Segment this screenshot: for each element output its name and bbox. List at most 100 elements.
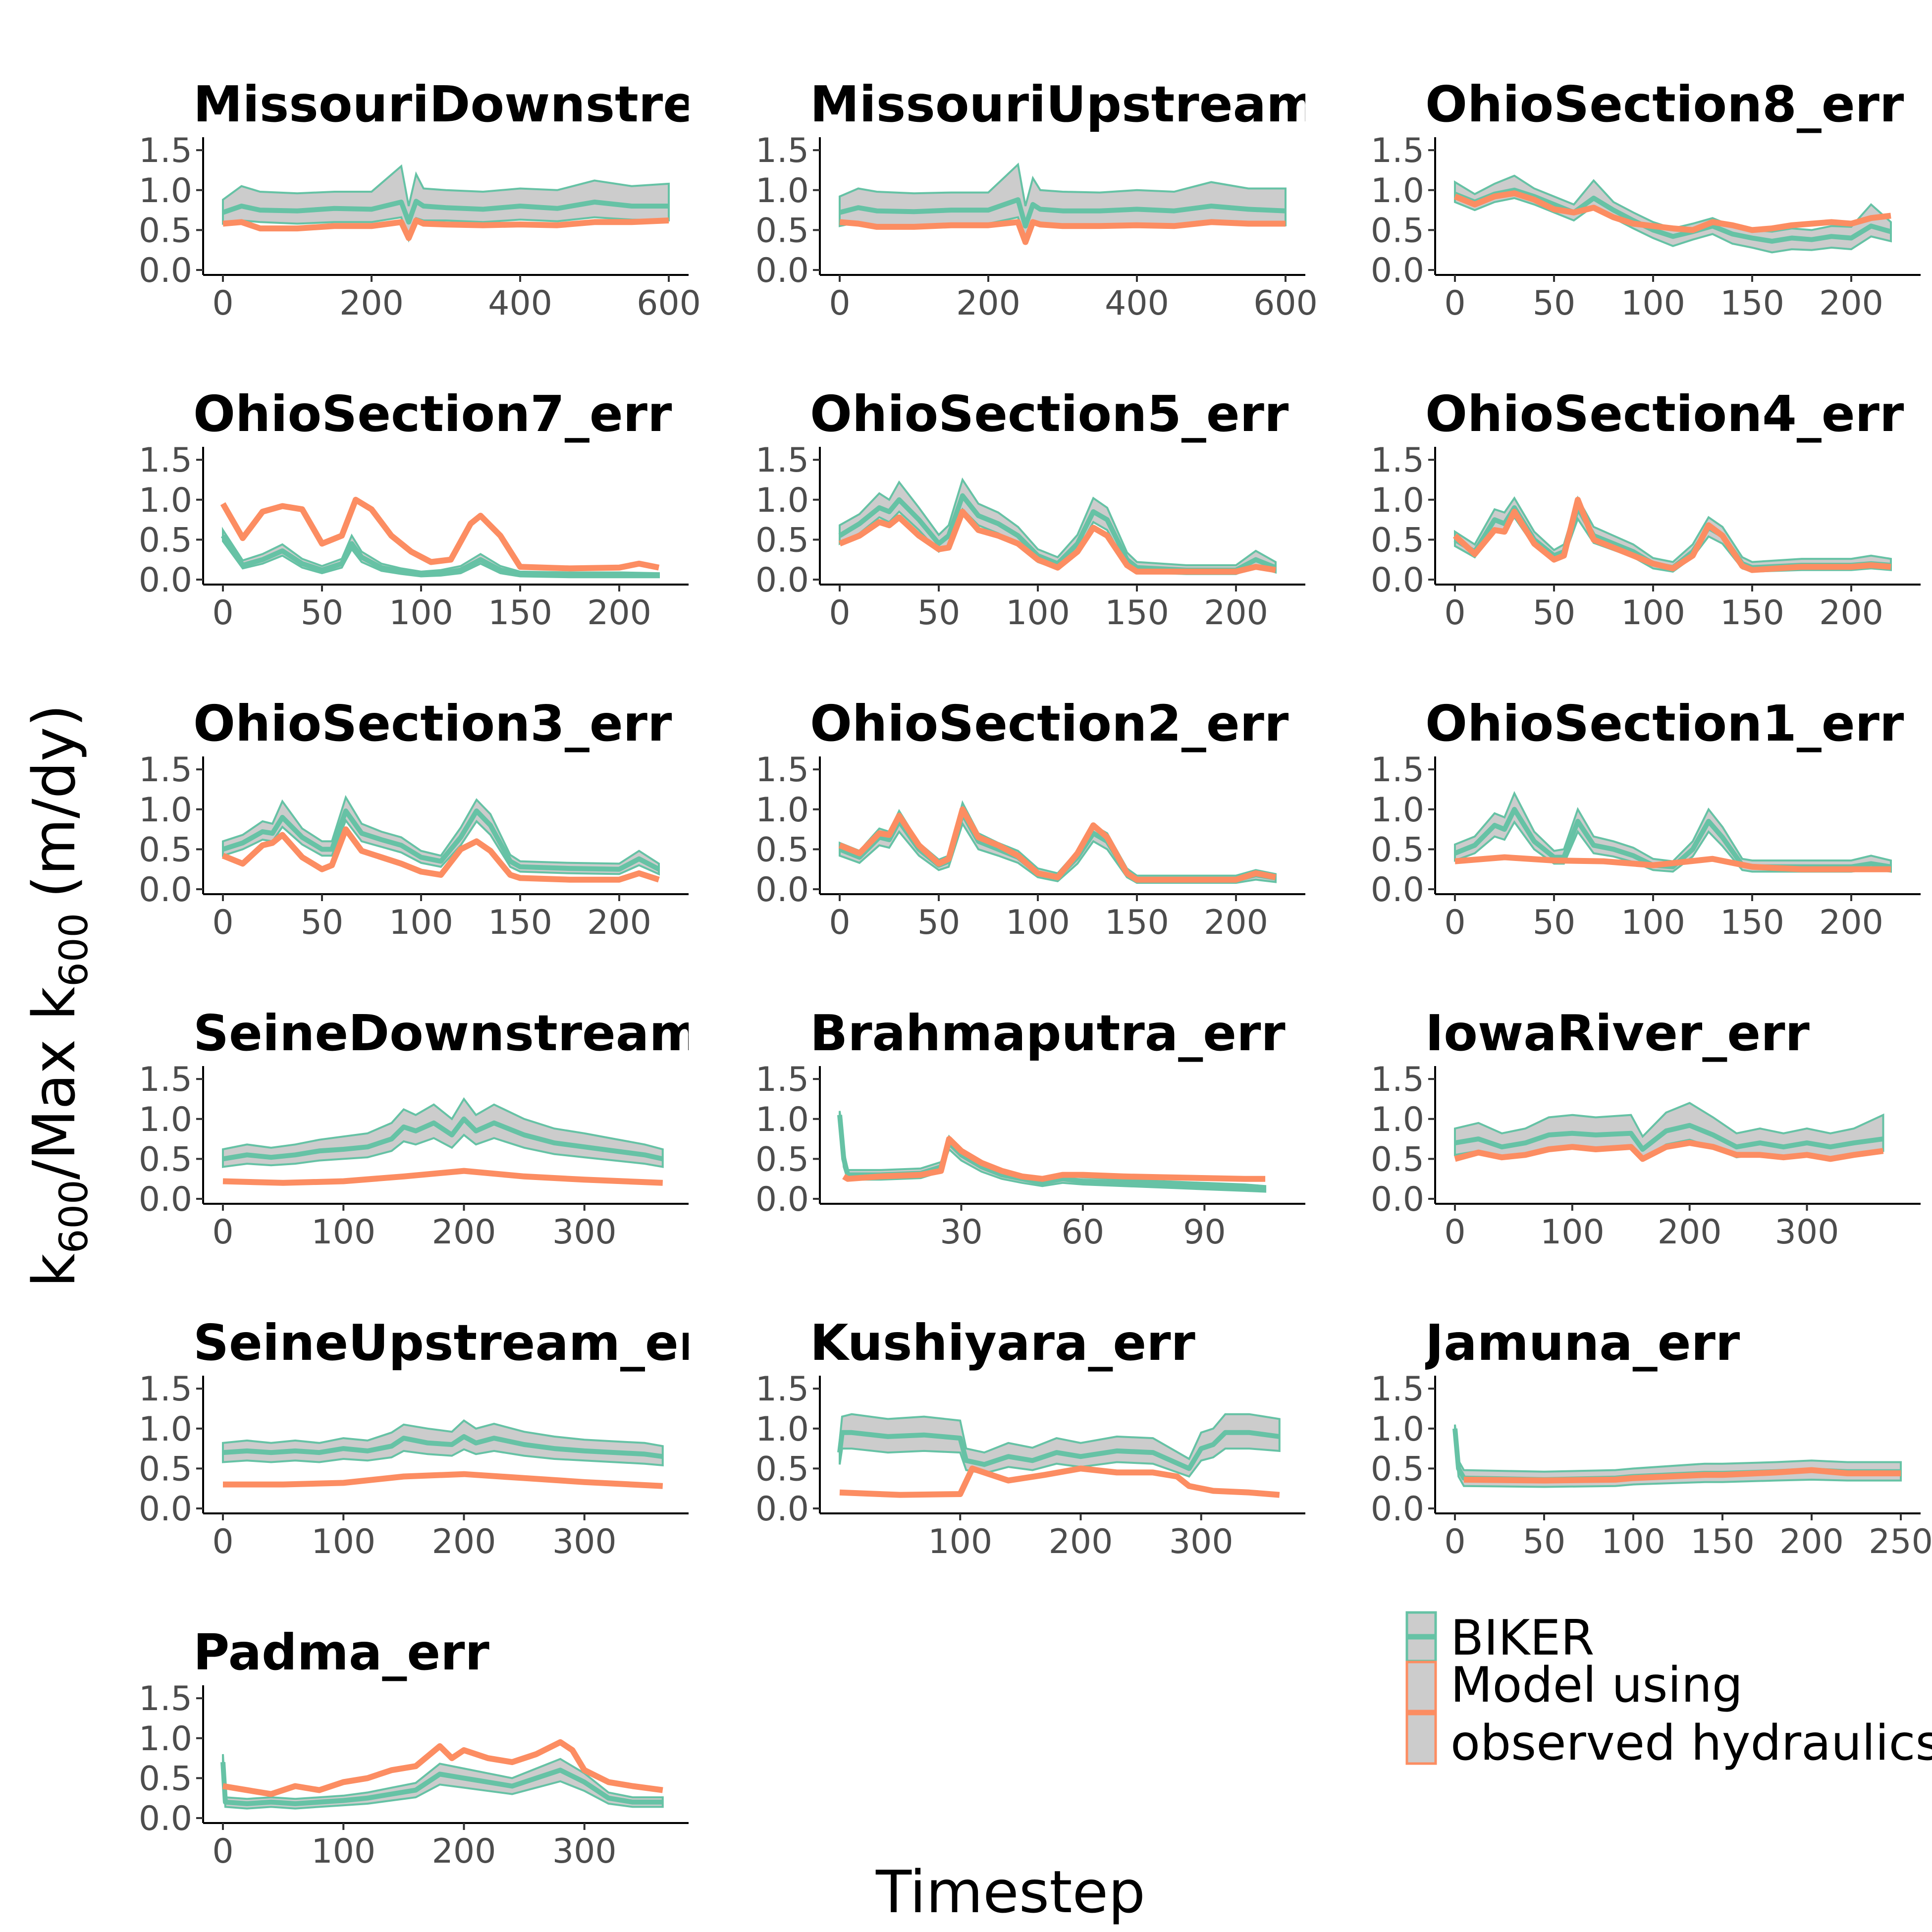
x-tick-label: 100 — [311, 1213, 376, 1252]
panel-title: MissouriUpstream_err — [810, 75, 1425, 133]
x-tick-label: 50 — [917, 593, 961, 633]
biker-band — [222, 1754, 664, 1810]
y-tick-label: 0.0 — [1371, 561, 1424, 600]
x-tick-label: 0 — [212, 1522, 233, 1561]
y-tick-label: 1.5 — [1371, 751, 1424, 790]
y-axis-title-units: (m/dy) — [20, 704, 88, 898]
panel-3: OhioSection7_err 0.00.51.01.5 0 50 100 150 200 — [139, 385, 689, 633]
y-tick-label: 1.0 — [1371, 1410, 1424, 1449]
x-tick-label: 30 — [940, 1213, 983, 1252]
model-line — [1454, 854, 1891, 872]
y-tick-label: 0.0 — [755, 251, 809, 290]
y-tick-label: 0.5 — [1371, 211, 1424, 250]
x-tick-label: 250 — [1869, 1522, 1932, 1561]
legend-key-biker — [1405, 1611, 1437, 1663]
panel-title: Padma_err — [193, 1623, 489, 1681]
x-tick-label: 100 — [389, 593, 453, 633]
model-line — [842, 1136, 1266, 1182]
x-tick-label: 600 — [637, 284, 701, 323]
y-axis-title-slash: / — [20, 1160, 88, 1180]
panel-14: Jamuna_err 0.00.51.01.5 0 50 100 150 200 250 — [1371, 1314, 1932, 1561]
biker-line — [1454, 1123, 1884, 1152]
y-tick-label: 0.5 — [139, 1140, 192, 1179]
x-tick-label: 100 — [1601, 1522, 1665, 1561]
panel-7: OhioSection2_err 0.00.51.01.5 0 50 100 150 200 — [755, 695, 1305, 942]
model-line — [1454, 1140, 1884, 1162]
y-tick-label: 0.5 — [1371, 1140, 1424, 1179]
x-tick-label: 100 — [1621, 903, 1685, 942]
y-tick-label: 1.0 — [139, 1719, 192, 1759]
legend-label-model-line1: Model using — [1450, 1657, 1743, 1714]
y-tick-label: 0.0 — [139, 1180, 192, 1219]
y-tick-label: 1.5 — [139, 1370, 192, 1409]
x-tick-label: 200 — [432, 1832, 496, 1871]
y-tick-label: 0.5 — [755, 521, 809, 560]
model-line — [222, 1168, 663, 1186]
y-tick-label: 1.5 — [755, 441, 809, 480]
x-tick-label: 50 — [1533, 903, 1576, 942]
y-tick-label: 0.5 — [139, 211, 192, 250]
biker-line — [1454, 187, 1892, 244]
y-tick-label: 1.5 — [139, 131, 192, 170]
biker-band — [222, 795, 660, 876]
y-tick-label: 0.0 — [139, 870, 192, 910]
y-tick-label: 1.0 — [755, 481, 809, 520]
x-tick-label: 200 — [339, 284, 404, 323]
panel-title: Jamuna_err — [1422, 1314, 1740, 1372]
x-tick-label: 150 — [1105, 593, 1169, 633]
legend-label-model-line2: observed hydraulics — [1450, 1715, 1932, 1771]
x-tick-label: 100 — [389, 903, 453, 942]
panel-title: SeineUpstream_err — [193, 1314, 728, 1372]
x-tick-label: 200 — [1658, 1213, 1722, 1252]
x-tick-label: 50 — [917, 903, 961, 942]
biker-line — [839, 197, 1286, 229]
model-line — [838, 806, 1277, 883]
x-tick-label: 300 — [1169, 1522, 1234, 1561]
legend-key-model — [1405, 1661, 1437, 1765]
panel-title: OhioSection7_err — [193, 385, 672, 443]
y-axis-title-sub1: 600 — [52, 1180, 97, 1253]
y-tick-label: 1.5 — [1371, 131, 1424, 170]
y-tick-label: 1.5 — [1371, 1370, 1424, 1409]
y-tick-label: 1.5 — [139, 1060, 192, 1099]
y-tick-label: 0.5 — [755, 1140, 809, 1179]
y-tick-label: 1.5 — [755, 1060, 809, 1099]
x-tick-label: 300 — [1775, 1213, 1839, 1252]
y-tick-label: 1.0 — [1371, 1100, 1424, 1139]
x-tick-label: 50 — [1533, 593, 1576, 633]
x-tick-label: 150 — [1720, 284, 1784, 323]
x-tick-label: 0 — [1444, 284, 1465, 323]
biker-line — [837, 1430, 1280, 1471]
y-tick-label: 0.5 — [755, 830, 809, 869]
y-tick-label: 1.5 — [139, 1679, 192, 1718]
x-tick-label: 100 — [1621, 284, 1685, 323]
y-tick-label: 1.5 — [1371, 441, 1424, 480]
x-tick-label: 0 — [1444, 903, 1465, 942]
model-line — [223, 1471, 663, 1489]
x-tick-label: 200 — [432, 1522, 496, 1561]
y-tick-label: 0.5 — [1371, 830, 1424, 869]
x-tick-label: 0 — [212, 1832, 233, 1871]
panel-title: MissouriDownstream_err — [193, 75, 889, 133]
y-tick-label: 1.0 — [139, 1410, 192, 1449]
x-tick-label: 150 — [488, 593, 552, 633]
y-tick-label: 0.0 — [1371, 251, 1424, 290]
y-tick-label: 0.0 — [755, 1490, 809, 1529]
panel-13: Kushiyara_err 0.00.51.01.5 100 200 300 — [755, 1314, 1305, 1561]
x-tick-label: 90 — [1183, 1213, 1226, 1252]
model-line — [838, 508, 1276, 575]
y-tick-label: 1.5 — [139, 441, 192, 480]
x-tick-label: 300 — [552, 1832, 617, 1871]
y-tick-label: 1.0 — [755, 171, 809, 211]
legend-label-biker: BIKER — [1450, 1610, 1594, 1666]
legend: BIKER Model using observed hydraulics — [1405, 1610, 1932, 1771]
y-tick-label: 0.0 — [755, 561, 809, 600]
y-tick-label: 0.5 — [1371, 521, 1424, 560]
panel-title: SeineDownstream_err — [193, 1004, 808, 1062]
biker-line — [838, 493, 1277, 573]
x-tick-label: 0 — [829, 593, 850, 633]
x-tick-label: 100 — [1006, 593, 1070, 633]
